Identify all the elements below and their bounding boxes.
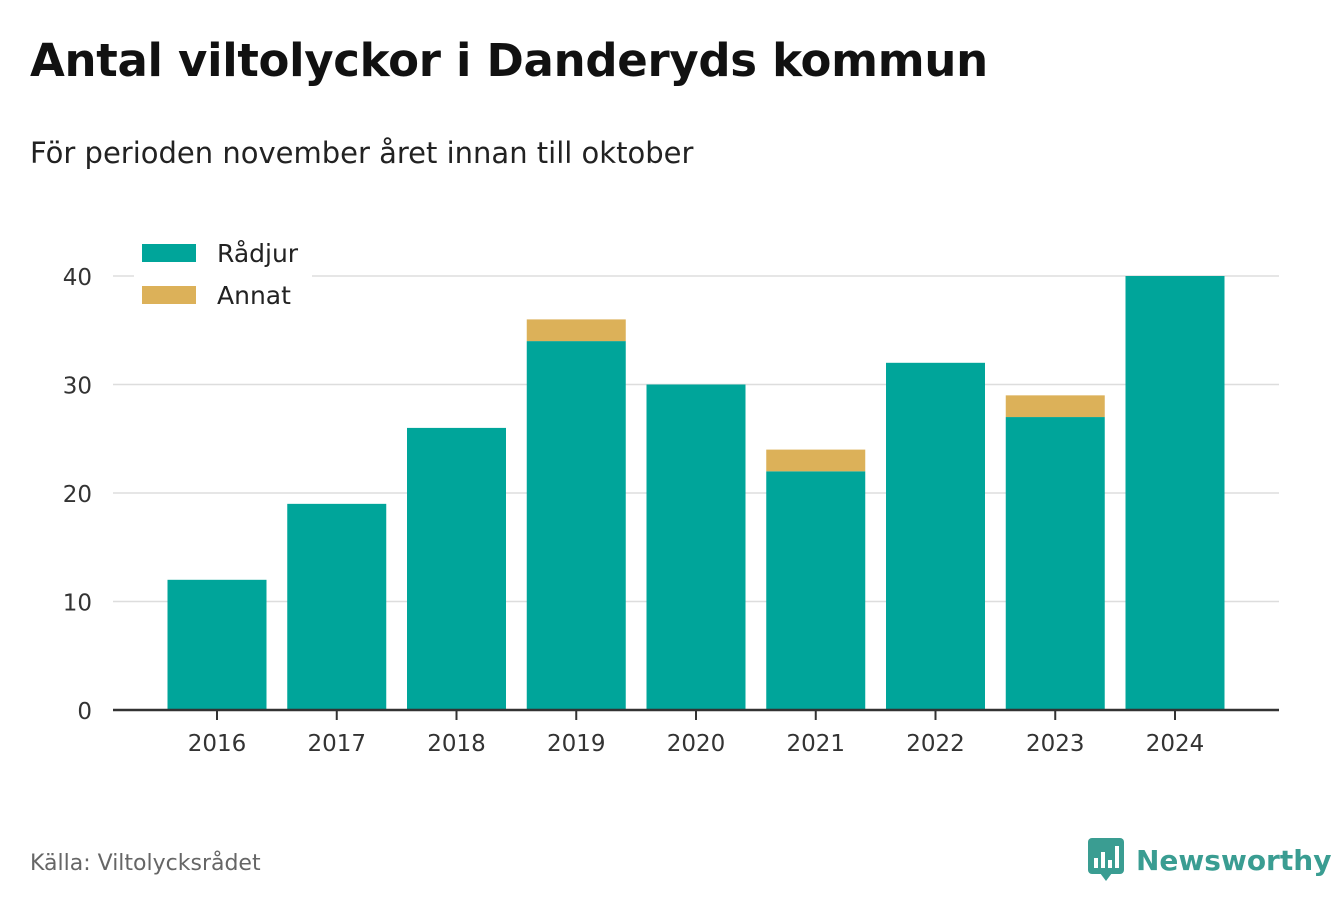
x-tick-label-2024: 2024 (1146, 731, 1205, 757)
legend-label-r-djur: Rådjur (217, 239, 299, 268)
bar-r-djur-2016 (167, 579, 267, 710)
x-tick-label-2022: 2022 (906, 731, 965, 757)
source-note: Källa: Viltolycksrådet (30, 851, 261, 876)
legend-swatch-r-djur (142, 244, 196, 262)
bar-r-djur-2020 (646, 384, 746, 710)
x-tick-label-2021: 2021 (786, 731, 845, 757)
x-tick-label-2016: 2016 (188, 731, 247, 757)
brand-logo: Newsworthy (1088, 838, 1331, 882)
x-tick-label-2018: 2018 (427, 731, 486, 757)
y-tick-label-20: 20 (63, 482, 92, 508)
legend-label-annat: Annat (217, 281, 291, 310)
bar-r-djur-2019 (526, 341, 626, 710)
bar-r-djur-2017 (287, 503, 387, 710)
bar-r-djur-2022 (886, 362, 985, 710)
y-tick-label-0: 0 (77, 699, 92, 725)
bar-r-djur-2018 (407, 427, 506, 710)
x-tick-label-2023: 2023 (1026, 731, 1085, 757)
newsworthy-logo-icon (1088, 838, 1124, 881)
bar-r-djur-2021 (766, 471, 866, 710)
x-tick-label-2017: 2017 (307, 731, 366, 757)
brand-name: Newsworthy (1136, 843, 1332, 877)
legend-swatch-annat (142, 286, 196, 304)
y-tick-label-30: 30 (63, 374, 92, 400)
bar-annat-2023 (1005, 395, 1105, 418)
x-tick-label-2019: 2019 (547, 731, 606, 757)
bar-r-djur-2023 (1005, 417, 1105, 710)
y-tick-label-40: 40 (63, 265, 92, 291)
chart-subtitle: För perioden november året innan till ok… (30, 136, 694, 170)
y-tick-label-10: 10 (63, 591, 92, 617)
bar-r-djur-2024 (1125, 276, 1225, 710)
x-tick-label-2020: 2020 (667, 731, 726, 757)
chart-title: Antal viltolyckor i Danderyds kommun (30, 34, 988, 87)
bar-annat-2019 (526, 319, 626, 342)
bar-annat-2021 (766, 449, 866, 472)
